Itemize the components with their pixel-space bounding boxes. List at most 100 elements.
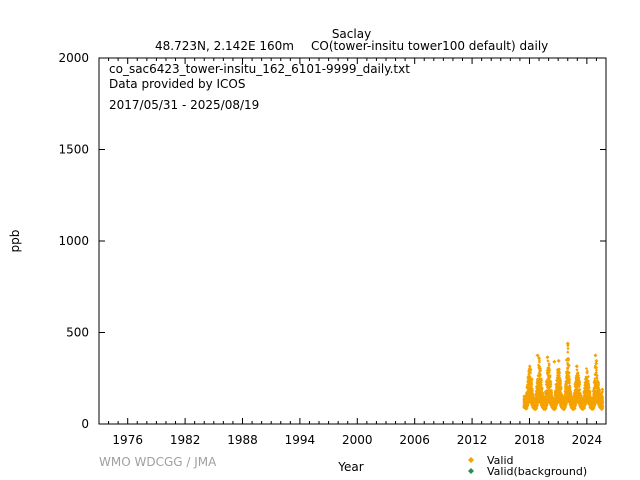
data-point-peak	[564, 357, 569, 362]
data-point	[578, 382, 582, 387]
data-point	[559, 387, 563, 392]
data-point	[529, 379, 533, 383]
data-point	[559, 385, 563, 390]
plot-frame	[98, 57, 607, 425]
legend-background-label: Valid(background)	[487, 465, 588, 478]
data-point	[594, 401, 598, 405]
data-point	[547, 370, 551, 375]
data-point	[539, 385, 543, 389]
x-tick-label: 2000	[342, 433, 373, 447]
species-subtitle: CO(tower-insitu tower100 default) daily	[311, 39, 549, 53]
legend-valid-label: Valid	[487, 454, 514, 467]
data-point	[592, 387, 596, 392]
data-point	[594, 366, 599, 370]
data-point	[585, 369, 589, 373]
data-point	[563, 393, 568, 397]
data-point	[601, 401, 605, 405]
tick-labels: 1976 1982 1988 1994 2000 2006 2012 2018 2024 0 500…	[58, 51, 602, 447]
data-point	[558, 376, 562, 380]
data-point	[577, 376, 581, 380]
data-point	[541, 391, 545, 395]
data-point	[540, 386, 544, 390]
data-point	[544, 396, 548, 400]
data-point	[537, 389, 541, 393]
data-point	[594, 368, 599, 372]
data-point	[568, 386, 572, 390]
data-point	[601, 406, 605, 410]
filename-note: co_sac6423_tower-insitu_162_6101-9999_da…	[109, 62, 410, 76]
data-point	[600, 395, 605, 399]
data-point	[589, 395, 593, 399]
y-tick-label: 500	[66, 326, 89, 340]
data-point	[527, 387, 531, 391]
data-point	[567, 379, 572, 383]
y-tick-label: 0	[81, 417, 89, 431]
location-subtitle: 48.723N, 2.142E 160m	[155, 39, 294, 53]
data-point	[566, 362, 570, 366]
data-point	[600, 390, 605, 394]
data-point	[558, 379, 563, 383]
data-point	[584, 367, 589, 371]
data-point-peak	[556, 358, 561, 363]
data-point	[601, 399, 605, 403]
x-tick-label: 2024	[572, 433, 603, 447]
data-point	[530, 389, 535, 393]
data-point	[549, 380, 553, 384]
data-point	[564, 380, 568, 384]
credit-text: WMO WDCGG / JMA	[99, 455, 217, 469]
data-point	[556, 391, 560, 395]
data-point	[568, 384, 572, 388]
data-point	[538, 372, 543, 377]
data-point	[536, 395, 540, 399]
data-point	[597, 388, 602, 392]
data-point	[563, 405, 567, 409]
data-point-peak	[552, 359, 557, 364]
data-point	[593, 403, 597, 407]
data-points	[522, 341, 605, 411]
data-point	[557, 369, 561, 374]
data-point	[528, 371, 533, 375]
data-point	[537, 374, 542, 379]
data-point-peak	[535, 353, 540, 358]
data-point	[596, 383, 601, 387]
data-point	[556, 389, 560, 393]
data-point	[529, 367, 533, 372]
data-point	[597, 381, 601, 385]
data-point	[549, 382, 553, 387]
data-point	[576, 373, 581, 378]
legend-background-marker-icon	[468, 468, 474, 474]
data-point	[527, 389, 532, 394]
data-point-peak	[565, 341, 570, 346]
data-point	[575, 368, 579, 372]
data-point	[595, 377, 599, 381]
data-point	[573, 406, 577, 411]
data-point	[575, 387, 579, 391]
data-point	[595, 374, 599, 378]
data-point	[579, 393, 583, 398]
data-point	[575, 374, 579, 378]
data-point	[555, 382, 559, 386]
data-point	[601, 404, 605, 408]
data-point	[599, 392, 604, 396]
data-point	[538, 369, 543, 373]
data-point	[586, 374, 590, 379]
data-point	[546, 359, 550, 363]
legend-valid-marker-icon	[468, 457, 474, 463]
data-point	[573, 403, 578, 407]
x-tick-label: 1982	[170, 433, 201, 447]
data-point	[537, 360, 541, 364]
data-point	[530, 391, 534, 395]
x-tick-label: 2012	[457, 433, 488, 447]
data-point	[596, 386, 601, 390]
data-point	[574, 402, 578, 406]
y-tick-label: 1000	[58, 234, 89, 248]
data-point	[601, 387, 605, 392]
data-point	[555, 401, 559, 405]
data-point	[566, 357, 571, 362]
data-point	[586, 379, 590, 384]
data-point	[550, 391, 554, 395]
data-point	[564, 384, 568, 388]
data-point	[531, 392, 535, 396]
data-point	[538, 388, 542, 392]
